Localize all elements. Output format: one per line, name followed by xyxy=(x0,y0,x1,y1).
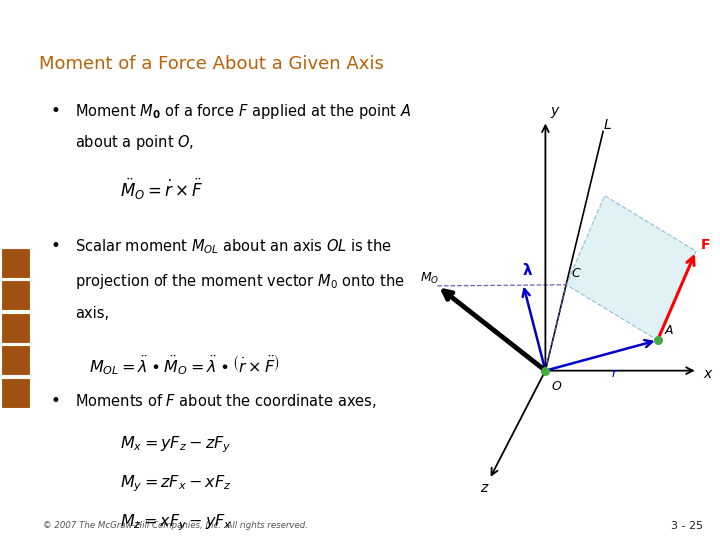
Text: Moment of a Force About a Given Axis: Moment of a Force About a Given Axis xyxy=(38,55,383,73)
Text: Eighth: Eighth xyxy=(6,8,24,13)
Text: $\ddot{M}_O = \dot{r} \times \ddot{F}$: $\ddot{M}_O = \dot{r} \times \ddot{F}$ xyxy=(120,177,204,202)
Bar xyxy=(1,249,29,277)
Text: Moments of $\mathbf{\mathit{F}}$ about the coordinate axes,: Moments of $\mathbf{\mathit{F}}$ about t… xyxy=(75,392,377,410)
Text: © 2007 The McGraw-Hill Companies, Inc.  All rights reserved.: © 2007 The McGraw-Hill Companies, Inc. A… xyxy=(42,522,307,530)
Text: •: • xyxy=(51,237,60,255)
Text: A: A xyxy=(665,323,673,337)
Text: r: r xyxy=(611,367,616,380)
Text: axis,: axis, xyxy=(75,306,109,321)
Bar xyxy=(1,379,29,407)
Text: Mc
Graw
Hill: Mc Graw Hill xyxy=(7,512,23,529)
Text: x: x xyxy=(703,367,711,381)
Text: $M_{OL} = \ddot{\lambda}\bullet\ddot{M}_O = \ddot{\lambda}\bullet\left(\dot{r}\t: $M_{OL} = \ddot{\lambda}\bullet\ddot{M}_… xyxy=(89,353,280,377)
Text: L: L xyxy=(604,118,611,132)
Text: z: z xyxy=(480,481,487,495)
Text: Moment $\mathbf{\mathit{M}_0}$ of a force $\mathbf{\mathit{F}}$ applied at the p: Moment $\mathbf{\mathit{M}_0}$ of a forc… xyxy=(75,102,411,121)
Text: Edition: Edition xyxy=(4,24,26,29)
Text: O: O xyxy=(552,380,562,393)
Text: C: C xyxy=(571,267,580,280)
Text: $M_y = zF_x - xF_z$: $M_y = zF_x - xF_z$ xyxy=(120,473,231,494)
Text: λ: λ xyxy=(523,263,533,278)
Text: 3 - 25: 3 - 25 xyxy=(670,521,703,531)
Text: projection of the moment vector $\mathbf{\mathit{M}}_0$ onto the: projection of the moment vector $\mathbf… xyxy=(75,272,405,291)
Text: about a point $\mathbf{\mathit{O}}$,: about a point $\mathbf{\mathit{O}}$, xyxy=(75,133,194,152)
Bar xyxy=(1,314,29,342)
Polygon shape xyxy=(566,195,696,340)
Text: $M_x = yF_z - zF_y$: $M_x = yF_z - zF_y$ xyxy=(120,435,231,455)
Text: y: y xyxy=(550,104,559,118)
Bar xyxy=(1,346,29,374)
Bar xyxy=(1,281,29,309)
Text: Vector Mechanics for Engineers: Statics: Vector Mechanics for Engineers: Statics xyxy=(41,9,634,36)
Text: •: • xyxy=(51,392,60,410)
Text: F: F xyxy=(701,238,711,252)
Text: $M_O$: $M_O$ xyxy=(420,271,439,286)
Text: Scalar moment $\mathit{M}_{OL}$ about an axis $\mathbf{\mathit{OL}}$ is the: Scalar moment $\mathit{M}_{OL}$ about an… xyxy=(75,237,392,256)
Text: •: • xyxy=(51,102,60,120)
Text: $M_z = xF_y - yF_x$: $M_z = xF_y - yF_x$ xyxy=(120,512,233,532)
